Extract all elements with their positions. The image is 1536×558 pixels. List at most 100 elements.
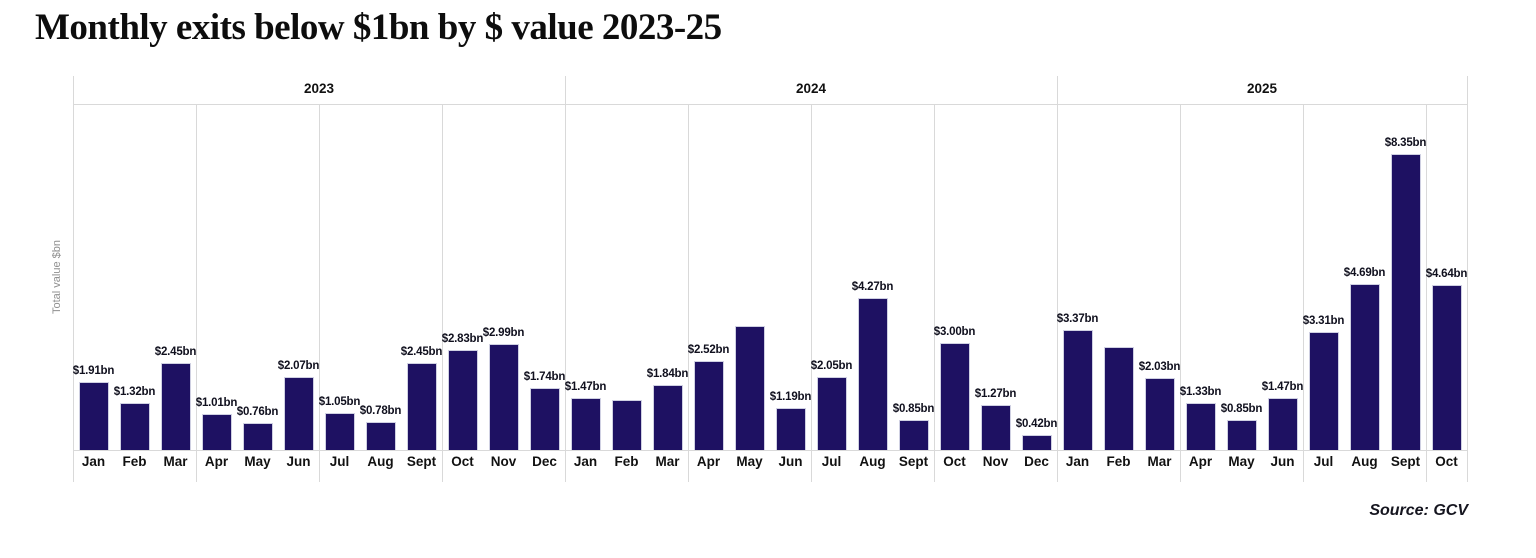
month-label: May	[1228, 454, 1255, 469]
bar	[242, 423, 273, 450]
month-label: Jul	[821, 454, 842, 469]
quarter-separator-line	[319, 104, 320, 482]
month-label: Oct	[1435, 454, 1458, 469]
bar-value-label: $2.45bn	[154, 346, 197, 358]
bar	[1226, 420, 1257, 450]
bar	[1185, 403, 1216, 450]
bar	[857, 298, 888, 450]
bar	[119, 403, 150, 450]
month-label: Aug	[367, 454, 394, 469]
chart-right-edge-line	[1467, 76, 1468, 482]
month-label: May	[244, 454, 271, 469]
bar-value-label: $2.07bn	[277, 360, 320, 372]
quarter-separator-line	[688, 104, 689, 482]
month-label: Jul	[1313, 454, 1334, 469]
bar-value-label: $4.69bn	[1343, 267, 1386, 279]
bar	[529, 388, 560, 450]
bar	[775, 408, 806, 450]
bar	[898, 420, 929, 450]
bar	[78, 382, 109, 450]
bar	[1144, 378, 1175, 450]
quarter-separator-line	[1303, 104, 1304, 482]
bar-value-label: $0.42bn	[1015, 418, 1058, 430]
bar-value-label: $3.31bn	[1302, 315, 1345, 327]
bar-value-label: $3.37bn	[1056, 313, 1099, 325]
bar-value-label: $2.45bn	[400, 346, 443, 358]
bar	[488, 344, 519, 450]
month-label: Feb	[122, 454, 147, 469]
bar	[1267, 398, 1298, 450]
bar-value-label: $1.05bn	[318, 396, 361, 408]
month-label: Jan	[1065, 454, 1090, 469]
bar-value-label: $1.47bn	[1261, 381, 1304, 393]
quarter-separator-line	[811, 104, 812, 482]
bar	[816, 377, 847, 450]
bar	[283, 377, 314, 450]
month-label: Dec	[532, 454, 557, 469]
month-label: Jan	[81, 454, 106, 469]
bar	[1390, 154, 1421, 450]
bar	[1062, 330, 1093, 450]
bar-value-label: $1.32bn	[113, 386, 156, 398]
month-label: Jun	[286, 454, 311, 469]
bar-value-label: $0.85bn	[1220, 403, 1263, 415]
month-label: Sept	[406, 454, 437, 469]
month-label: Aug	[859, 454, 886, 469]
bar-value-label: $2.99bn	[482, 327, 525, 339]
bar-value-label: $2.52bn	[687, 344, 730, 356]
month-label: Apr	[204, 454, 229, 469]
quarter-separator-line	[196, 104, 197, 482]
bar	[734, 326, 765, 450]
bar-value-label: $1.74bn	[523, 371, 566, 383]
month-label: Sept	[1390, 454, 1421, 469]
bar	[693, 361, 724, 450]
y-axis-label: Total value $bn	[51, 240, 63, 314]
bar	[939, 343, 970, 450]
month-label: Oct	[943, 454, 966, 469]
month-label: Feb	[614, 454, 639, 469]
bar-value-label: $2.83bn	[441, 333, 484, 345]
month-label: Feb	[1106, 454, 1131, 469]
bar-value-label: $8.35bn	[1384, 137, 1427, 149]
bar-value-label: $1.84bn	[646, 368, 689, 380]
month-label: Mar	[655, 454, 680, 469]
month-label: Apr	[696, 454, 721, 469]
bar	[570, 398, 601, 450]
bar-value-label: $0.78bn	[359, 405, 402, 417]
bar	[160, 363, 191, 450]
bar	[980, 405, 1011, 450]
bar-value-label: $1.27bn	[974, 388, 1017, 400]
month-label: Oct	[451, 454, 474, 469]
bar-value-label: $1.01bn	[195, 397, 238, 409]
year-label: 2023	[303, 81, 335, 96]
month-label: Jul	[329, 454, 350, 469]
month-label: Jan	[573, 454, 598, 469]
month-label: Sept	[898, 454, 929, 469]
year-label: 2024	[795, 81, 827, 96]
bar	[652, 385, 683, 450]
bar	[611, 400, 642, 450]
bar-value-label: $2.05bn	[810, 360, 853, 372]
bar-value-label: $0.85bn	[892, 403, 935, 415]
quarter-separator-line	[934, 104, 935, 482]
bar	[365, 422, 396, 450]
bar	[406, 363, 437, 450]
year-band-separator-line	[73, 104, 1467, 105]
bar	[1349, 284, 1380, 450]
bar-value-label: $0.76bn	[236, 406, 279, 418]
bar-value-label: $4.27bn	[851, 281, 894, 293]
quarter-separator-line	[442, 104, 443, 482]
bar	[201, 414, 232, 450]
bar-value-label: $3.00bn	[933, 326, 976, 338]
bar-value-label: $1.47bn	[564, 381, 607, 393]
month-label: Mar	[163, 454, 188, 469]
quarter-separator-line	[1180, 104, 1181, 482]
month-label: Dec	[1024, 454, 1049, 469]
year-separator-line	[73, 76, 74, 482]
bar	[324, 413, 355, 450]
month-label: Nov	[982, 454, 1009, 469]
month-label: Jun	[778, 454, 803, 469]
bar-value-label: $1.91bn	[72, 365, 115, 377]
month-label: Aug	[1351, 454, 1378, 469]
